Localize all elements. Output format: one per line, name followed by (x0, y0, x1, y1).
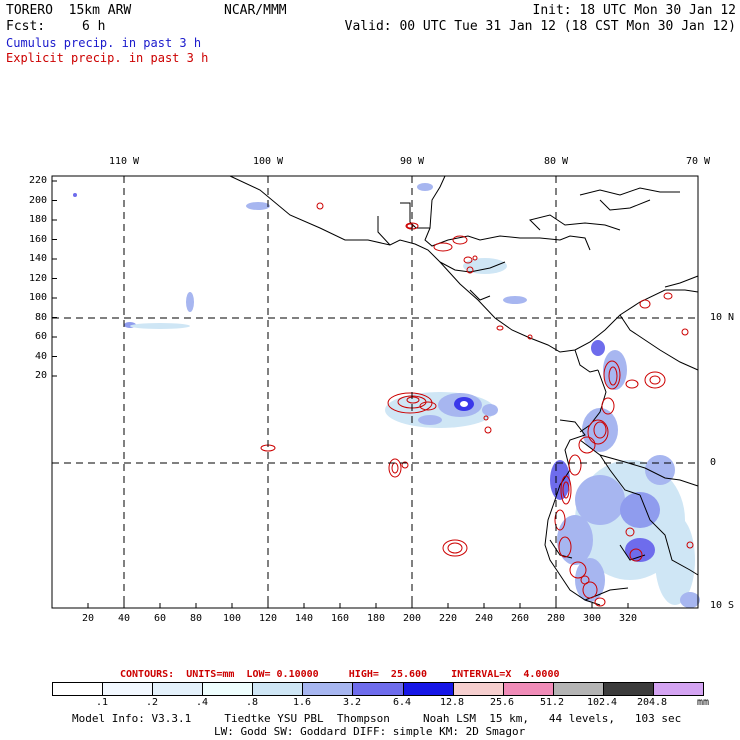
latlon-grid (52, 176, 698, 608)
x-tick-label: 120 (258, 613, 278, 624)
y-tick-label: 20 (34, 370, 47, 381)
y-tick-label: 180 (28, 214, 47, 225)
cumulus-legend: Cumulus precip. in past 3 h (6, 36, 202, 50)
contours-info: CONTOURS: UNITS=mm LOW= 0.10000 HIGH= 25… (120, 669, 560, 680)
colorbar-label: 204.8 (636, 697, 668, 708)
colorbar-swatch (552, 683, 603, 695)
fcst-label: Fcst: (6, 19, 46, 34)
x-tick-label: 20 (81, 613, 95, 624)
precip-colorbar (52, 682, 704, 696)
x-tick-label: 160 (330, 613, 350, 624)
colorbar-swatch (602, 683, 653, 695)
colorbar-unit: mm (697, 697, 710, 708)
y-tick-label: 40 (34, 350, 47, 362)
colorbar-label: 6.4 (392, 697, 412, 708)
center-name: NCAR/MMM (224, 3, 287, 18)
colorbar-label: 102.4 (586, 697, 618, 708)
explicit-legend: Explicit precip. in past 3 h (6, 51, 209, 65)
x-tick-label: 100 (222, 613, 242, 624)
explicit-precip-contours (260, 202, 694, 607)
fcst-value: 6 h (82, 19, 106, 34)
valid-time: Valid: 00 UTC Tue 31 Jan 12 (18 CST Mon … (344, 19, 736, 34)
right-lat-label: 10 N (710, 312, 735, 323)
x-tick-label: 320 (618, 613, 638, 624)
colorbar-swatch (53, 683, 103, 695)
x-tick-label: 80 (189, 613, 203, 624)
top-lon-label: 90 W (399, 156, 425, 167)
y-tick-label: 60 (34, 331, 47, 342)
x-tick-label: 40 (117, 613, 131, 624)
y-tick-label: 200 (28, 194, 47, 206)
colorbar-label: 25.6 (489, 697, 515, 708)
colorbar-label: .2 (145, 697, 159, 708)
colorbar-swatch (202, 683, 253, 695)
colorbar-swatch (502, 683, 553, 695)
x-tick-label: 60 (153, 613, 167, 624)
x-tick-label: 280 (546, 613, 566, 624)
top-lon-label: 110 W (108, 156, 140, 167)
model-info-line2: LW: Godd SW: Goddard DIFF: simple KM: 2D… (214, 725, 526, 738)
model-title: TORERO 15km ARW (6, 3, 132, 18)
colorbar-swatch (102, 683, 153, 695)
map-frame (51, 175, 699, 609)
y-tick-label: 80 (34, 311, 47, 323)
axis-ticks (52, 180, 629, 608)
top-lon-label: 70 W (685, 156, 711, 167)
colorbar-label: 51.2 (539, 697, 565, 708)
x-tick-label: 240 (474, 613, 494, 624)
top-lon-label: 80 W (543, 156, 569, 167)
x-tick-label: 140 (294, 613, 314, 624)
colorbar-label: .4 (195, 697, 209, 708)
right-lat-label: 0 (710, 457, 717, 468)
x-tick-label: 300 (582, 613, 602, 624)
colorbar-swatch (252, 683, 303, 695)
colorbar-swatch (452, 683, 503, 695)
x-tick-label: 180 (366, 613, 386, 624)
right-lat-label: 10 S (710, 600, 735, 611)
colorbar-label: .8 (245, 697, 259, 708)
colorbar-label: 12.8 (439, 697, 465, 708)
colorbar-label: 1.6 (292, 697, 312, 708)
x-tick-label: 200 (402, 613, 422, 624)
model-info-line1: Model Info: V3.3.1 Tiedtke YSU PBL Thomp… (72, 712, 682, 725)
y-tick-label: 120 (28, 272, 47, 284)
init-time: Init: 18 UTC Mon 30 Jan 12 (532, 3, 737, 18)
colorbar-swatch (152, 683, 203, 695)
cumulus-precip-shading (73, 183, 700, 608)
colorbar-swatch (402, 683, 453, 695)
y-tick-label: 100 (28, 292, 47, 303)
colorbar-label: 3.2 (342, 697, 362, 708)
y-tick-label: 140 (28, 253, 47, 264)
x-tick-label: 260 (510, 613, 530, 624)
colorbar-swatch (652, 683, 704, 695)
colorbar-label: .1 (95, 697, 109, 708)
x-tick-label: 220 (438, 613, 458, 624)
top-lon-label: 100 W (252, 156, 284, 167)
y-tick-label: 160 (28, 233, 47, 245)
colorbar-swatch (302, 683, 353, 695)
colorbar-swatch (352, 683, 403, 695)
y-tick-label: 220 (28, 175, 47, 186)
